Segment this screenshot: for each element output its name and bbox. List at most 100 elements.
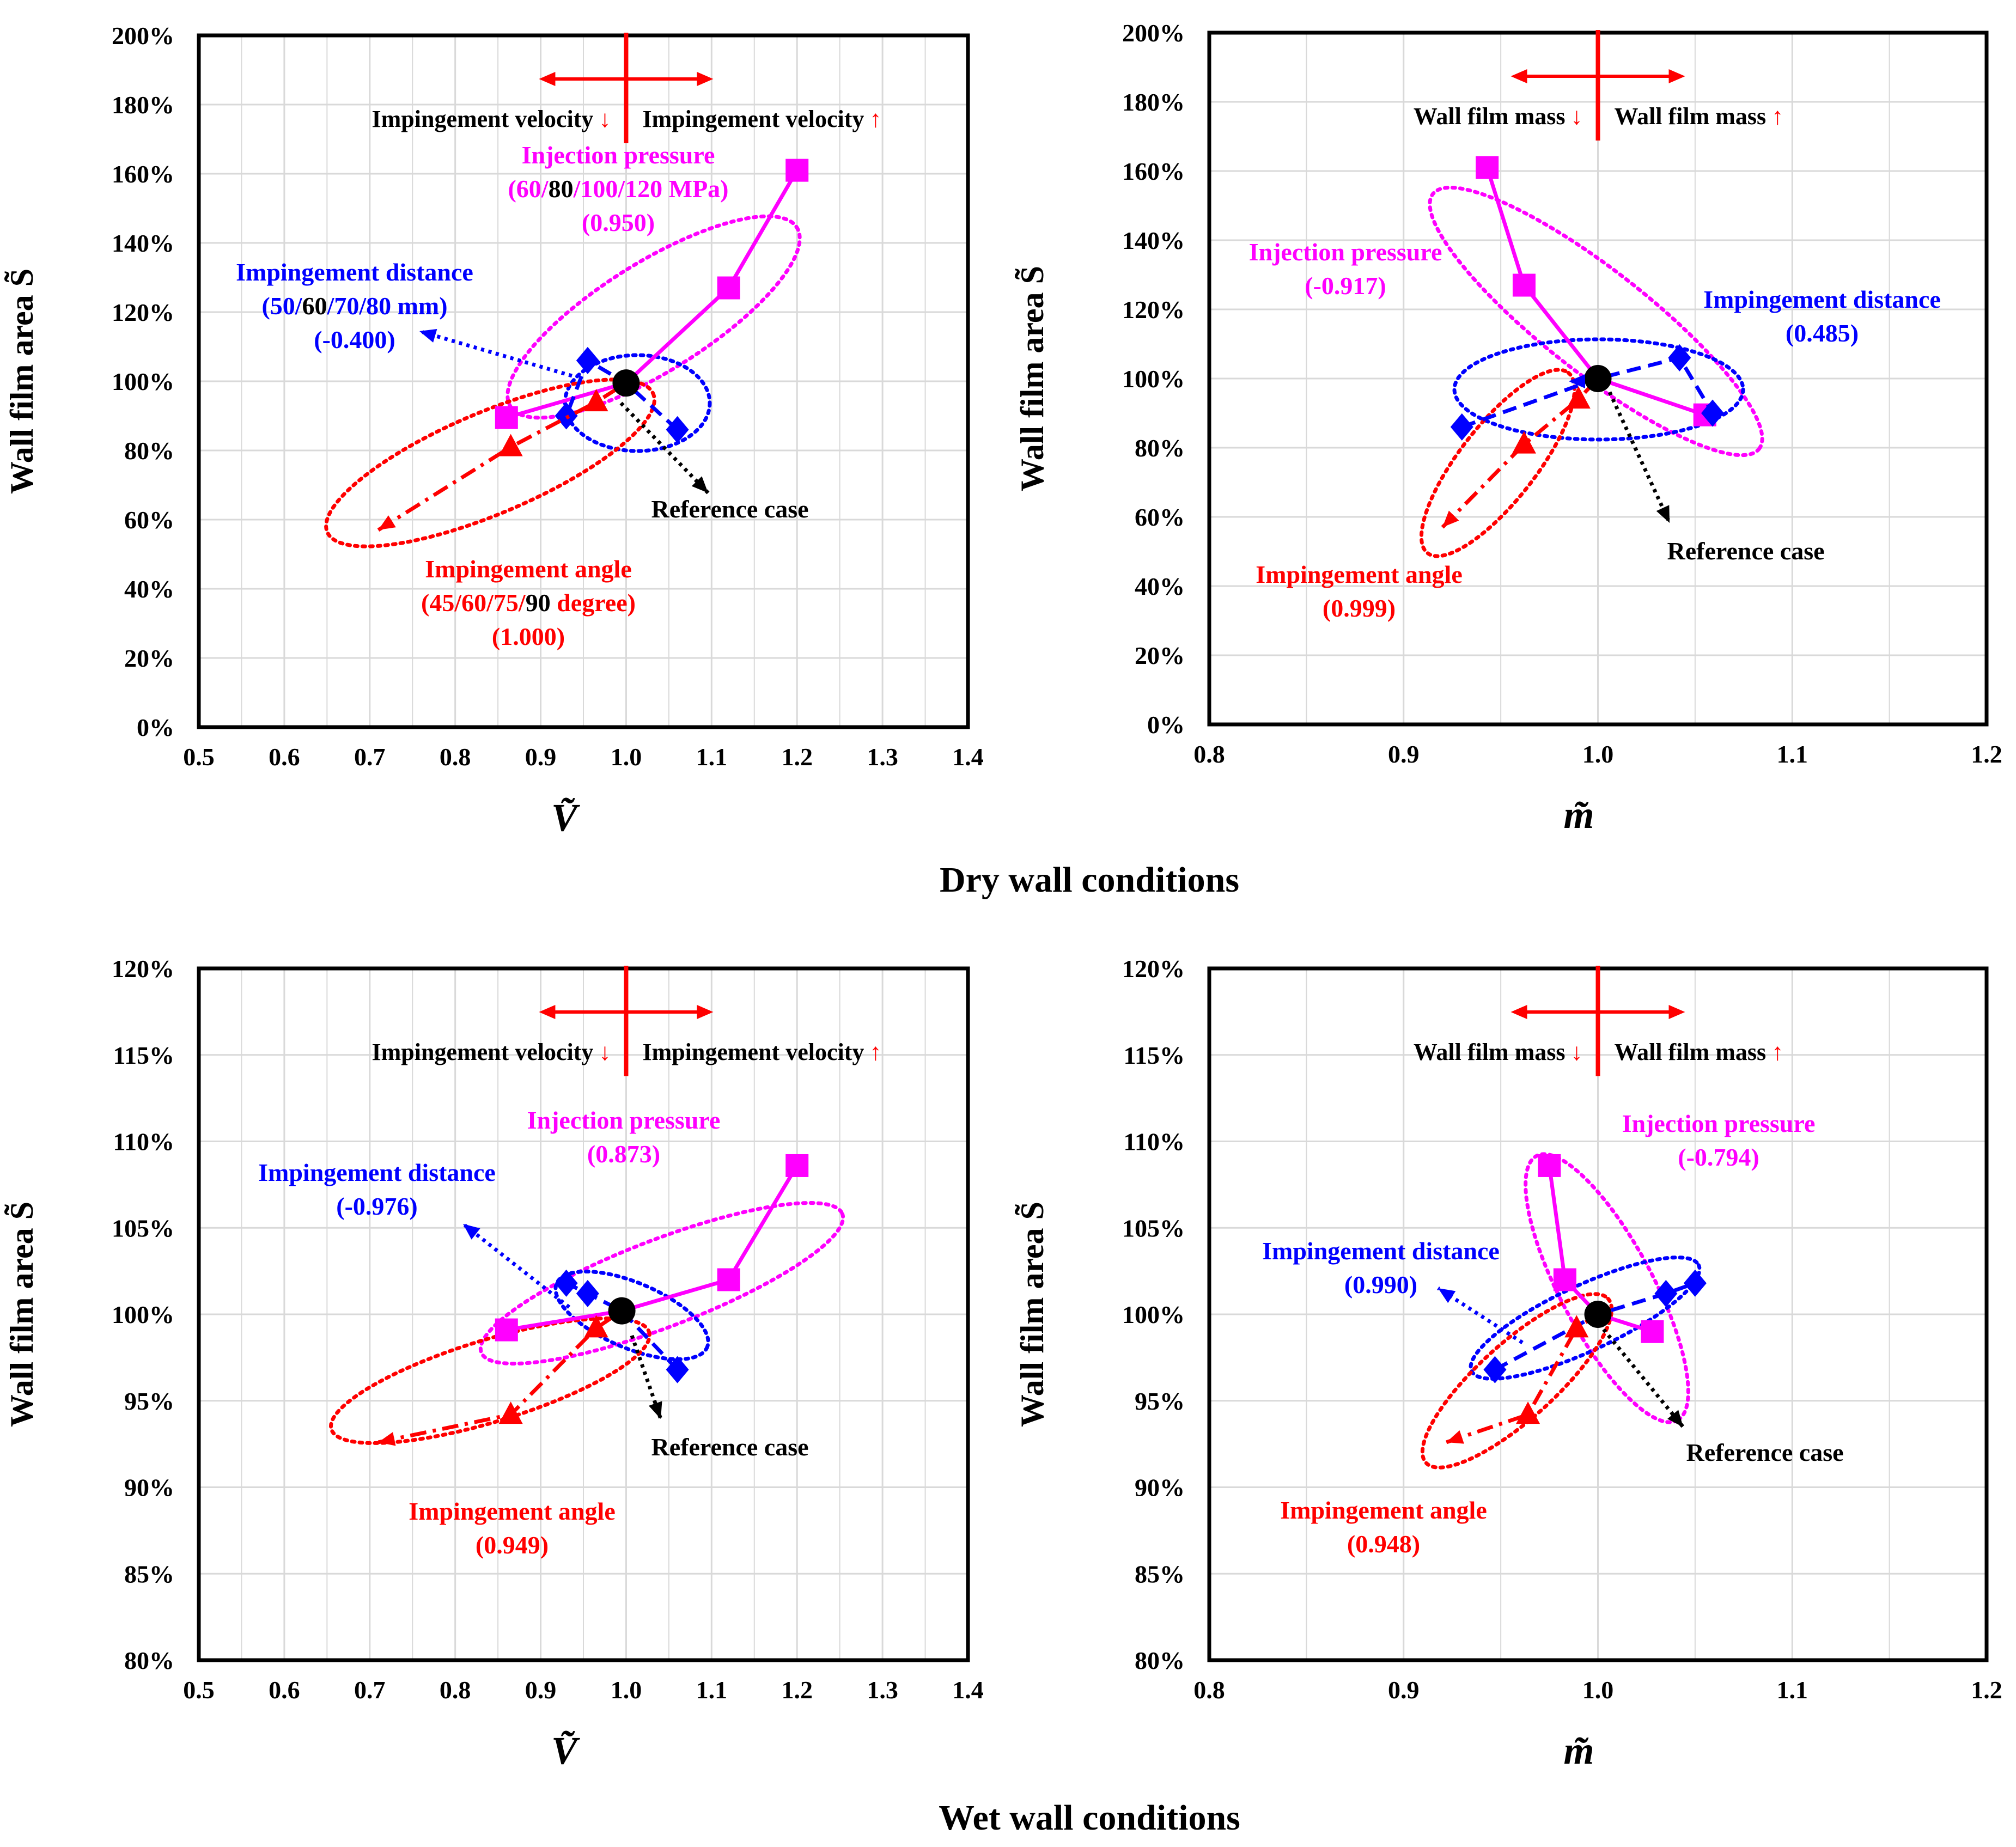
- x-axis-label: Ṽ: [551, 796, 580, 839]
- direction-arrow-down: ↓: [1571, 103, 1583, 130]
- distance-label-leader: [461, 1222, 571, 1309]
- point-distance: [666, 1356, 689, 1383]
- y-tick-label: 95%: [124, 1387, 174, 1415]
- direction-arrow-down: ↓: [1571, 1039, 1583, 1065]
- point-pressure: [1512, 273, 1536, 297]
- series-arrow-angle: [378, 1432, 396, 1446]
- point-angle: [1512, 431, 1536, 454]
- reference-leader-head: [691, 476, 708, 493]
- point-angle: [1564, 1315, 1589, 1338]
- y-tick-label: 40%: [1135, 572, 1185, 600]
- group-label-angle-line: (45/60/75/90 degree): [421, 589, 636, 617]
- x-tick-label: 0.8: [440, 1676, 471, 1704]
- group-label-segment: /70/80 mm): [327, 292, 448, 320]
- group-label-distance-line: Impingement distance: [1703, 285, 1941, 313]
- y-tick-label: 100%: [1122, 365, 1185, 393]
- reference-label: Reference case: [1686, 1438, 1843, 1466]
- x-tick-label: 0.9: [525, 1676, 557, 1704]
- ellipse-distance: [553, 1269, 710, 1362]
- direction-label-left: Wall film mass ↓: [1414, 1039, 1583, 1065]
- x-tick-label: 0.6: [269, 1676, 300, 1704]
- x-axis-label: m̃: [1563, 1729, 1594, 1772]
- x-tick-label: 1.1: [1777, 1676, 1808, 1704]
- distance-label-leader-head: [463, 1224, 480, 1240]
- group-label-pressure-line: (-0.794): [1678, 1143, 1759, 1171]
- point-distance: [1683, 1269, 1707, 1297]
- y-tick-label: 90%: [124, 1474, 174, 1502]
- group-label-segment: (-0.976): [336, 1192, 417, 1220]
- chart-wet-velocity: 0.5 0.6 0.7 0.8 0.9 1.0 1.1 1.2 1.3 1.4 80% 85% 90% 9…: [4, 955, 984, 1772]
- distance-label-leader-head: [1438, 1288, 1456, 1303]
- group-label-segment: 90: [526, 589, 551, 617]
- point-angle: [584, 1315, 608, 1338]
- y-tick-label: 120%: [112, 955, 174, 983]
- caption-dry: Dry wall conditions: [940, 860, 1239, 900]
- group-label-segment: (0.948): [1347, 1530, 1420, 1558]
- direction-arrow-down: ↓: [599, 106, 611, 132]
- reference-point: [1584, 365, 1612, 392]
- group-label-distance-line: (-0.400): [314, 326, 395, 353]
- x-tick-label: 0.9: [1388, 740, 1420, 768]
- direction-label-left-text: Wall film mass: [1414, 1039, 1566, 1065]
- reference-point: [608, 1297, 636, 1325]
- plot-area: [197, 33, 970, 729]
- group-label-segment: (1.000): [492, 623, 565, 650]
- ellipse-pressure: [478, 1200, 845, 1366]
- direction-label-right: Wall film mass ↑: [1615, 103, 1784, 130]
- direction-label-right: Impingement velocity ↑: [642, 1039, 881, 1065]
- point-pressure: [1553, 1268, 1576, 1291]
- x-tick-label: 0.5: [183, 1676, 215, 1704]
- y-tick-label: 0%: [137, 714, 174, 741]
- group-label-pressure-line: (0.950): [582, 209, 655, 236]
- direction-label-right-text: Impingement velocity: [642, 106, 864, 132]
- y-tick-label: 80%: [1135, 434, 1185, 462]
- direction-label-left-text: Impingement velocity: [372, 1039, 594, 1065]
- group-label-angle-line: Impingement angle: [409, 1497, 616, 1525]
- group-label-segment: Impingement distance: [1703, 285, 1941, 313]
- point-distance: [1483, 1356, 1507, 1383]
- direction-label-right-text: Wall film mass: [1615, 1039, 1767, 1065]
- direction-label-left-text: Wall film mass: [1414, 103, 1566, 130]
- group-label-segment: Impingement distance: [1262, 1237, 1500, 1265]
- group-label-angle-line: (0.949): [476, 1531, 549, 1559]
- ellipse-angle: [1420, 1292, 1614, 1470]
- x-tick-label: 1.2: [781, 1676, 813, 1704]
- group-label-segment: Impingement angle: [1280, 1496, 1487, 1524]
- plot-area: [197, 966, 970, 1662]
- direction-arrow-down: ↓: [599, 1039, 611, 1065]
- point-pressure: [717, 276, 740, 300]
- y-tick-label: 100%: [112, 1301, 174, 1328]
- point-distance: [1450, 413, 1473, 441]
- group-label-pressure-line: Injection pressure: [527, 1106, 721, 1134]
- x-tick-label: 0.8: [440, 743, 471, 771]
- group-label-segment: (0.873): [587, 1140, 660, 1168]
- direction-arrow-up: ↑: [1771, 103, 1783, 130]
- group-label-pressure-line: Injection pressure: [1249, 238, 1442, 266]
- group-label-segment: (0.949): [476, 1531, 549, 1559]
- x-tick-label: 1.0: [1582, 1676, 1614, 1704]
- chart-dry-velocity: 0.5 0.6 0.7 0.8 0.9 1.0 1.1 1.2 1.3 1.4 0% 20% 40% 60…: [4, 22, 984, 839]
- group-label-segment: Injection pressure: [522, 141, 715, 169]
- group-label-distance-line: Impingement distance: [1262, 1237, 1500, 1265]
- direction-arrow-left-head: [1511, 69, 1527, 83]
- caption-wet: Wet wall conditions: [939, 1798, 1240, 1838]
- group-label-distance-line: (50/60/70/80 mm): [261, 292, 447, 320]
- point-distance: [576, 1279, 599, 1307]
- y-tick-label: 20%: [124, 644, 174, 672]
- y-tick-label: 80%: [124, 1647, 174, 1674]
- point-distance: [666, 416, 689, 443]
- point-pressure: [1476, 156, 1499, 179]
- direction-arrow-right-head: [1668, 69, 1685, 83]
- distance-label-leader: [1437, 1287, 1524, 1344]
- point-pressure: [1641, 1320, 1664, 1343]
- point-angle: [498, 434, 523, 456]
- group-label-angle-line: Impingement angle: [425, 555, 632, 583]
- x-tick-label: 1.2: [1971, 740, 2002, 768]
- direction-arrow-left-head: [1511, 1005, 1527, 1019]
- x-tick-label: 0.7: [354, 1676, 386, 1704]
- reference-point: [612, 369, 640, 397]
- series-line-angle: [377, 1309, 623, 1444]
- group-label-segment: (-0.400): [314, 326, 395, 353]
- reference-label: Reference case: [651, 495, 808, 523]
- y-tick-label: 180%: [1122, 88, 1185, 116]
